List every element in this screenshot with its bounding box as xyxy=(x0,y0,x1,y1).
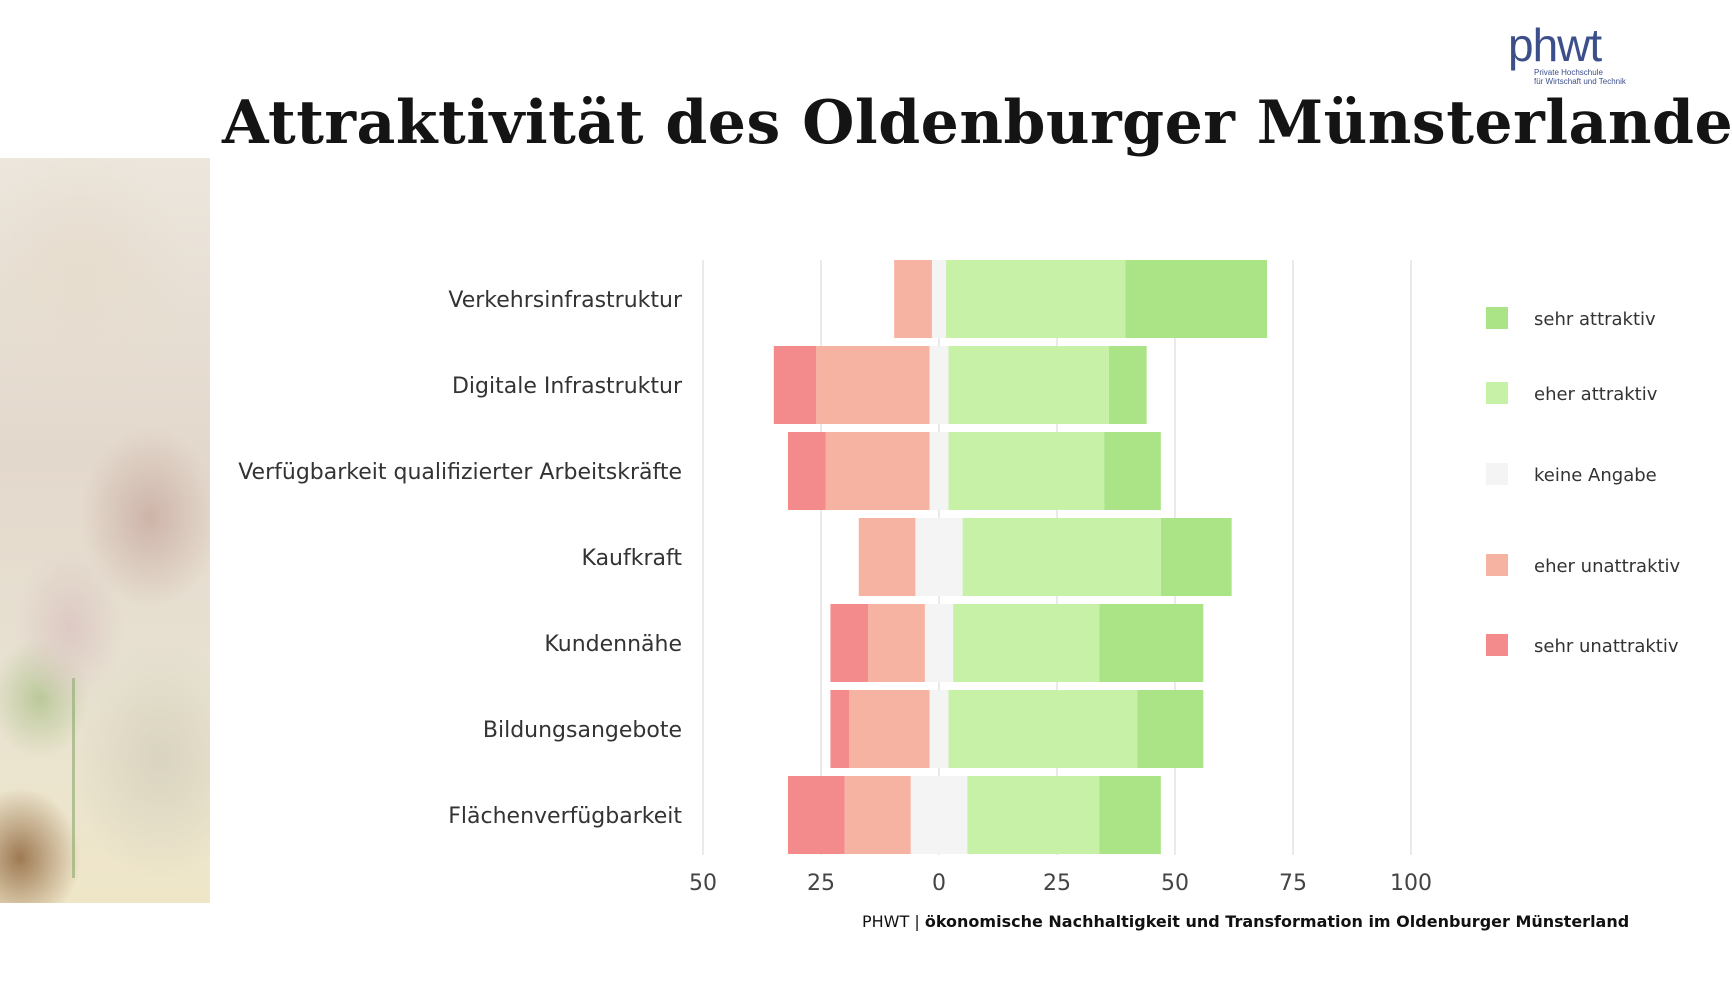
category-label: Bildungsangebote xyxy=(483,718,682,743)
legend-swatch xyxy=(1486,307,1508,329)
category-label: Flächenverfügbarkeit xyxy=(448,804,682,829)
bar-segment-sehr-attraktiv xyxy=(1099,604,1204,682)
source-prefix: PHWT | xyxy=(862,912,920,931)
legend-label: eher attraktiv xyxy=(1534,384,1658,405)
bar-segment-keine-Angabe xyxy=(915,518,963,596)
bar-segment-eher-unattraktiv xyxy=(816,346,930,424)
bar-segment-eher-unattraktiv xyxy=(858,518,916,596)
x-tick-label: 25 xyxy=(1043,871,1071,896)
bar-segment-keine-Angabe xyxy=(929,432,949,510)
bar-segment-sehr-attraktiv xyxy=(1160,518,1232,596)
bar-segment-eher-attraktiv xyxy=(948,432,1105,510)
legend-label: eher unattraktiv xyxy=(1534,556,1681,577)
x-tick-label: 25 xyxy=(807,871,835,896)
bar-segment-keine-Angabe xyxy=(924,604,954,682)
legend-swatch xyxy=(1486,463,1508,485)
logo-wordmark: phwt xyxy=(1508,19,1602,71)
legend-swatch xyxy=(1486,382,1508,404)
logo-subtitle-line1: Private Hochschule xyxy=(1534,68,1603,77)
bar-segment-keine-Angabe xyxy=(931,260,947,338)
x-tick-label: 75 xyxy=(1279,871,1307,896)
bar-segment-eher-attraktiv xyxy=(962,518,1161,596)
x-tick-label: 100 xyxy=(1390,871,1432,896)
bar-segment-sehr-attraktiv xyxy=(1104,432,1161,510)
bar-segment-eher-attraktiv xyxy=(953,604,1100,682)
bar-segment-sehr-unattraktiv xyxy=(830,604,869,682)
category-label: Verfügbarkeit qualifizierter Arbeitskräf… xyxy=(238,460,682,485)
flower-stem xyxy=(72,678,75,878)
bar-segment-eher-unattraktiv xyxy=(894,260,932,338)
category-label: Digitale Infrastruktur xyxy=(452,374,683,399)
legend-label: sehr unattraktiv xyxy=(1534,636,1679,657)
legend-swatch xyxy=(1486,554,1508,576)
logo-subtitle-line2: für Wirtschaft und Technik xyxy=(1534,77,1626,86)
source-caption: PHWT | ökonomische Nachhaltigkeit und Tr… xyxy=(862,912,1629,931)
page-title: Attraktivität des Oldenburger Münsterlan… xyxy=(222,88,1732,158)
bar-segment-sehr-attraktiv xyxy=(1125,260,1268,338)
legend-label: keine Angabe xyxy=(1534,465,1657,486)
bar-segment-eher-attraktiv xyxy=(967,776,1100,854)
legend-label: sehr attraktiv xyxy=(1534,309,1656,330)
bar-segment-eher-unattraktiv xyxy=(825,432,930,510)
category-label: Kundennähe xyxy=(544,632,682,657)
x-tick-label: 50 xyxy=(1161,871,1189,896)
phwt-logo: phwt Private Hochschule für Wirtschaft u… xyxy=(1508,19,1648,88)
bar-segment-sehr-attraktiv xyxy=(1099,776,1161,854)
source-text: ökonomische Nachhaltigkeit und Transform… xyxy=(924,912,1630,931)
bar-segment-sehr-attraktiv xyxy=(1108,346,1147,424)
x-tick-label: 50 xyxy=(689,871,717,896)
bar-segment-eher-attraktiv xyxy=(948,690,1138,768)
bar-segment-sehr-unattraktiv xyxy=(773,346,817,424)
bar-segment-eher-attraktiv xyxy=(946,260,1126,338)
category-label: Kaufkraft xyxy=(582,546,683,571)
bar-segment-keine-Angabe xyxy=(910,776,968,854)
decorative-flower-photo xyxy=(0,158,210,903)
bar-segment-eher-unattraktiv xyxy=(844,776,911,854)
x-tick-label: 0 xyxy=(932,871,946,896)
legend-swatch xyxy=(1486,634,1508,656)
bar-segment-eher-unattraktiv xyxy=(868,604,925,682)
bar-segment-sehr-unattraktiv xyxy=(787,432,826,510)
bar-segment-sehr-attraktiv xyxy=(1137,690,1204,768)
bar-segment-eher-unattraktiv xyxy=(849,690,930,768)
bar-segment-eher-attraktiv xyxy=(948,346,1109,424)
bar-segment-sehr-unattraktiv xyxy=(830,690,850,768)
bar-segment-keine-Angabe xyxy=(929,346,949,424)
bar-segment-keine-Angabe xyxy=(929,690,949,768)
category-label: Verkehrsinfrastruktur xyxy=(448,288,683,313)
bar-segment-sehr-unattraktiv xyxy=(787,776,845,854)
